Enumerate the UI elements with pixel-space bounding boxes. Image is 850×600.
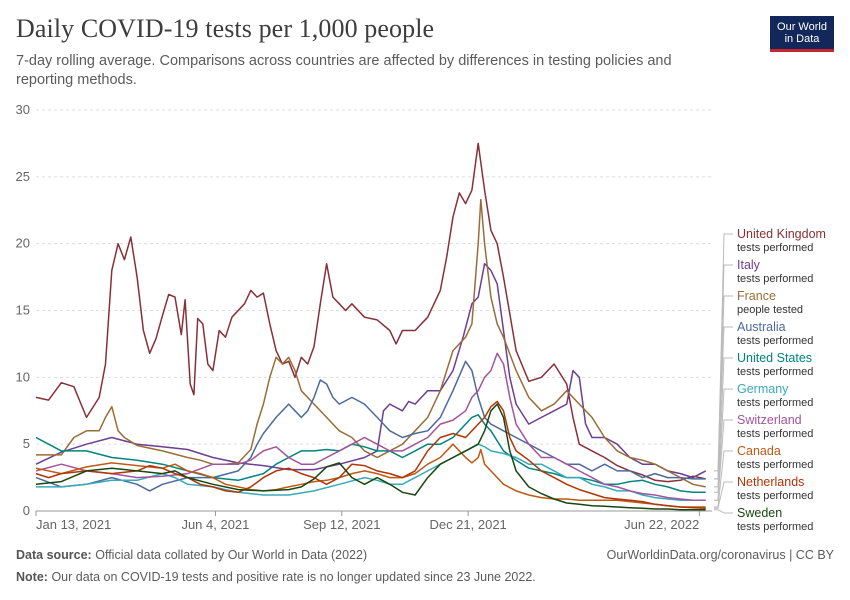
series-line-australia[interactable] [35, 360, 706, 492]
series-line-united-kingdom[interactable] [35, 142, 706, 483]
data-source-label: Data source: [16, 548, 92, 562]
legend-metric-canada: tests performed [737, 459, 813, 471]
y-tick-label: 20 [16, 236, 30, 251]
legend-metric-sweden: tests performed [737, 521, 813, 533]
x-tick-label: Jun 22, 2022 [624, 517, 699, 532]
y-tick-label: 15 [16, 303, 30, 318]
series-line-canada[interactable] [35, 443, 706, 508]
series-line-sweden[interactable] [35, 403, 706, 511]
logo-line-1: Our World [777, 21, 827, 33]
logo-line-2: in Data [784, 33, 820, 45]
y-tick-label: 30 [16, 102, 30, 117]
x-tick-label: Dec 21, 2021 [429, 517, 506, 532]
series-line-france[interactable] [36, 198, 706, 488]
y-tick-label: 10 [16, 369, 30, 384]
legend-label-netherlands[interactable]: Netherlands [737, 475, 804, 489]
y-tick-label: 0 [23, 503, 30, 518]
series-line-switzerland[interactable] [35, 352, 706, 502]
legend-label-canada[interactable]: Canada [737, 444, 781, 458]
chart-subtitle: 7-day rolling average. Comparisons acros… [16, 53, 672, 88]
legend-connector-canada [714, 450, 733, 508]
legend-label-germany[interactable]: Germany [737, 382, 789, 396]
note: Note: Our data on COVID-19 tests and pos… [16, 570, 536, 584]
x-tick-label: Jun 4, 2021 [181, 517, 249, 532]
legend-connector-switzerland [714, 419, 733, 501]
legend-connector-netherlands [714, 481, 733, 509]
legend-label-switzerland[interactable]: Switzerland [737, 413, 802, 427]
data-source: Data source: Official data collated by O… [16, 548, 367, 562]
note-label: Note: [16, 570, 48, 584]
note-text: Our data on COVID-19 tests and positive … [51, 570, 536, 584]
x-tick-label: Jan 13, 2021 [36, 517, 111, 532]
data-source-text: Official data collated by Our World in D… [95, 548, 368, 562]
legend-metric-united-states: tests performed [737, 366, 813, 378]
x-tick-label: Sep 12, 2021 [303, 517, 380, 532]
legend-label-australia[interactable]: Australia [737, 320, 786, 334]
owid-logo[interactable]: Our World in Data [770, 16, 834, 52]
legend-label-france[interactable]: France [737, 289, 776, 303]
legend-metric-germany: tests performed [737, 397, 813, 409]
legend-metric-australia: tests performed [737, 335, 813, 347]
source-link[interactable]: OurWorldinData.org/coronavirus | CC BY [606, 548, 834, 562]
chart-title: Daily COVID-19 tests per 1,000 people [16, 14, 435, 43]
legend-metric-italy: tests performed [737, 273, 813, 285]
legend-metric-switzerland: tests performed [737, 428, 813, 440]
legend-label-united-states[interactable]: United States [737, 351, 812, 365]
legend-connector-australia [714, 326, 733, 480]
y-tick-label: 25 [16, 169, 30, 184]
y-tick-label: 5 [23, 436, 30, 451]
legend-connector-united-states [714, 357, 733, 493]
legend-connector-italy [714, 264, 733, 472]
legend-label-united-kingdom[interactable]: United Kingdom [737, 227, 826, 241]
legend-metric-united-kingdom: tests performed [737, 242, 813, 254]
legend-metric-france: people tested [737, 304, 803, 316]
legend-connector-sweden [714, 509, 733, 514]
legend-label-italy[interactable]: Italy [737, 258, 761, 272]
legend-label-sweden[interactable]: Sweden [737, 506, 782, 520]
legend-metric-netherlands: tests performed [737, 490, 813, 502]
